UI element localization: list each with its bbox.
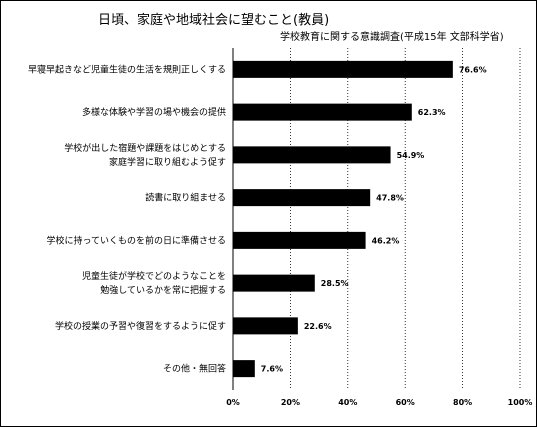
- x-tick-label: 20%: [281, 398, 300, 407]
- bar: [233, 189, 371, 207]
- gridlines: [232, 48, 521, 390]
- x-tick-label: 100%: [508, 398, 533, 407]
- x-tick-label: 80%: [453, 398, 472, 407]
- bar: [233, 231, 366, 249]
- category-label: その他・無回答: [163, 363, 226, 375]
- data-label: 62.3%: [418, 108, 446, 117]
- category-label: 家庭学習に取り組むよう促す: [109, 156, 226, 168]
- bar: [233, 274, 315, 292]
- category-label: 勉強しているかを常に把握する: [100, 284, 226, 296]
- chart-title: 日頃、家庭や地域社会に望むこと(教員): [98, 13, 330, 28]
- data-label: 54.9%: [397, 151, 425, 160]
- bar: [233, 146, 391, 164]
- category-label: 早寝早起きなど児童生徒の生活を規則正しくする: [28, 63, 226, 75]
- x-axis-ticks: 0% 20% 40% 60% 80% 100%: [226, 398, 532, 407]
- data-label: 76.6%: [459, 65, 487, 74]
- bars: [233, 60, 453, 378]
- data-label: 22.6%: [304, 322, 332, 331]
- bar: [233, 317, 298, 335]
- data-label: 28.5%: [321, 279, 349, 288]
- bar: [233, 360, 255, 378]
- x-tick-label: 40%: [338, 398, 357, 407]
- category-label: 学校が出した宿題や課題をはじめとする: [64, 142, 226, 154]
- bar: [233, 60, 453, 78]
- category-label: 児童生徒が学校でどのようなことを: [82, 270, 226, 282]
- category-label: 学校に持っていくものを前の日に準備させる: [46, 234, 226, 246]
- data-label: 46.2%: [372, 236, 400, 245]
- category-label: 多様な体験や学習の場や機会の提供: [82, 106, 226, 118]
- category-label: 学校の授業の予習や復習をするように促す: [55, 320, 226, 332]
- chart-subtitle: 学校教育に関する意識調査(平成15年 文部科学省): [280, 32, 504, 43]
- category-label: 読書に取り組ませる: [145, 192, 226, 204]
- x-tick-label: 0%: [226, 398, 240, 407]
- data-label: 7.6%: [261, 365, 283, 374]
- bar: [233, 103, 412, 121]
- data-label: 47.8%: [376, 194, 404, 203]
- value-labels: 76.6% 62.3% 54.9% 47.8% 46.2% 28.5% 22.6% 7.6%: [261, 65, 487, 373]
- x-tick-label: 60%: [396, 398, 415, 407]
- category-labels: 早寝早起きなど児童生徒の生活を規則正しくする多様な体験や学習の場や機会の提供学校…: [28, 63, 226, 374]
